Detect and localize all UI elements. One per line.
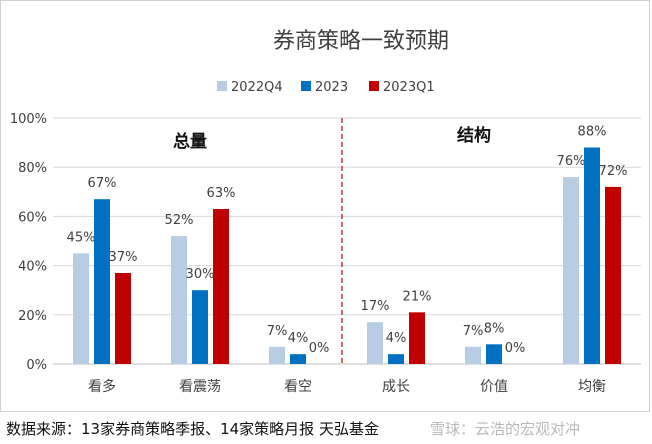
x-tick-label: 看多 — [88, 378, 116, 395]
y-tick-label: 60% — [18, 210, 47, 225]
y-tick-label: 100% — [10, 112, 47, 127]
data-label-2023-看多: 67% — [88, 176, 117, 191]
data-label-2022Q4-价值: 7% — [463, 324, 484, 339]
chart-title: 券商策略一致预期 — [273, 29, 449, 54]
data-label-2023-看空: 4% — [288, 331, 309, 346]
bar-2023-均衡 — [584, 147, 600, 364]
bar-2022Q4-价值 — [465, 346, 481, 364]
y-tick-label: 0% — [26, 358, 47, 373]
legend-swatch-2023 — [301, 81, 311, 91]
y-tick-label: 20% — [18, 309, 47, 324]
watermark: 雪球：云浩的宏观对冲 — [430, 420, 581, 438]
data-label-2022Q4-成长: 17% — [361, 299, 390, 314]
x-tick-label: 均衡 — [578, 379, 606, 395]
bar-2023-看震荡 — [192, 290, 208, 364]
bar-2022Q4-看空 — [269, 346, 285, 364]
data-label-2023Q1-均衡: 72% — [599, 164, 628, 179]
legend-swatch-2022Q4 — [217, 81, 227, 91]
bar-2023Q1-均衡 — [605, 186, 621, 364]
data-label-2023Q1-看多: 37% — [109, 250, 138, 265]
data-label-2023Q1-成长: 21% — [403, 289, 432, 304]
source-note: 数据来源：13家券商策略季报、14家策略月报 天弘基金 — [6, 420, 379, 438]
data-label-2023-看震荡: 30% — [186, 267, 215, 282]
data-label-2023Q1-看震荡: 63% — [207, 186, 236, 201]
bar-2023-价值 — [486, 344, 502, 364]
data-label-2023-均衡: 88% — [578, 125, 607, 140]
x-tick-label: 看震荡 — [179, 379, 221, 395]
bar-2023-成长 — [388, 354, 404, 364]
legend-swatch-2023Q1 — [369, 81, 379, 91]
x-tick-label: 看空 — [284, 379, 312, 395]
data-label-2022Q4-看空: 7% — [267, 324, 288, 339]
bar-2023-看多 — [94, 199, 110, 364]
bar-2022Q4-看震荡 — [171, 236, 187, 364]
bar-2023-看空 — [290, 354, 306, 364]
data-label-2023Q1-价值: 0% — [505, 341, 526, 356]
data-label-2022Q4-均衡: 76% — [557, 154, 586, 169]
legend-label-2022Q4: 2022Q4 — [231, 80, 283, 95]
y-tick-label: 40% — [18, 260, 47, 275]
bar-chart: 券商策略一致预期 2022Q4 2023 2023Q1 0% 20% 40% 60% 80% 10… — [10, 29, 641, 395]
legend-label-2023Q1: 2023Q1 — [383, 80, 435, 95]
x-tick-label: 价值 — [480, 379, 508, 395]
data-label-2022Q4-看多: 45% — [67, 230, 96, 245]
group-label-structure: 结构 — [457, 125, 491, 146]
chart-frame: 券商策略一致预期 2022Q4 2023 2023Q1 0% 20% 40% 60% 80% 10… — [0, 0, 650, 412]
bar-2022Q4-成长 — [367, 322, 383, 364]
legend-label-2023: 2023 — [315, 80, 348, 95]
y-tick-label: 80% — [18, 161, 47, 176]
x-tick-label: 成长 — [382, 379, 410, 395]
data-label-2022Q4-看震荡: 52% — [165, 213, 194, 228]
data-label-2023Q1-看空: 0% — [309, 341, 330, 356]
group-label-total: 总量 — [173, 131, 207, 152]
data-label-2023-成长: 4% — [386, 331, 407, 346]
bar-2023Q1-看多 — [115, 272, 131, 364]
bar-2023Q1-看震荡 — [213, 209, 229, 364]
bar-2022Q4-看多 — [73, 253, 89, 364]
bar-2022Q4-均衡 — [563, 177, 579, 364]
data-label-2023-价值: 8% — [484, 321, 505, 336]
bar-2023Q1-成长 — [409, 312, 425, 364]
